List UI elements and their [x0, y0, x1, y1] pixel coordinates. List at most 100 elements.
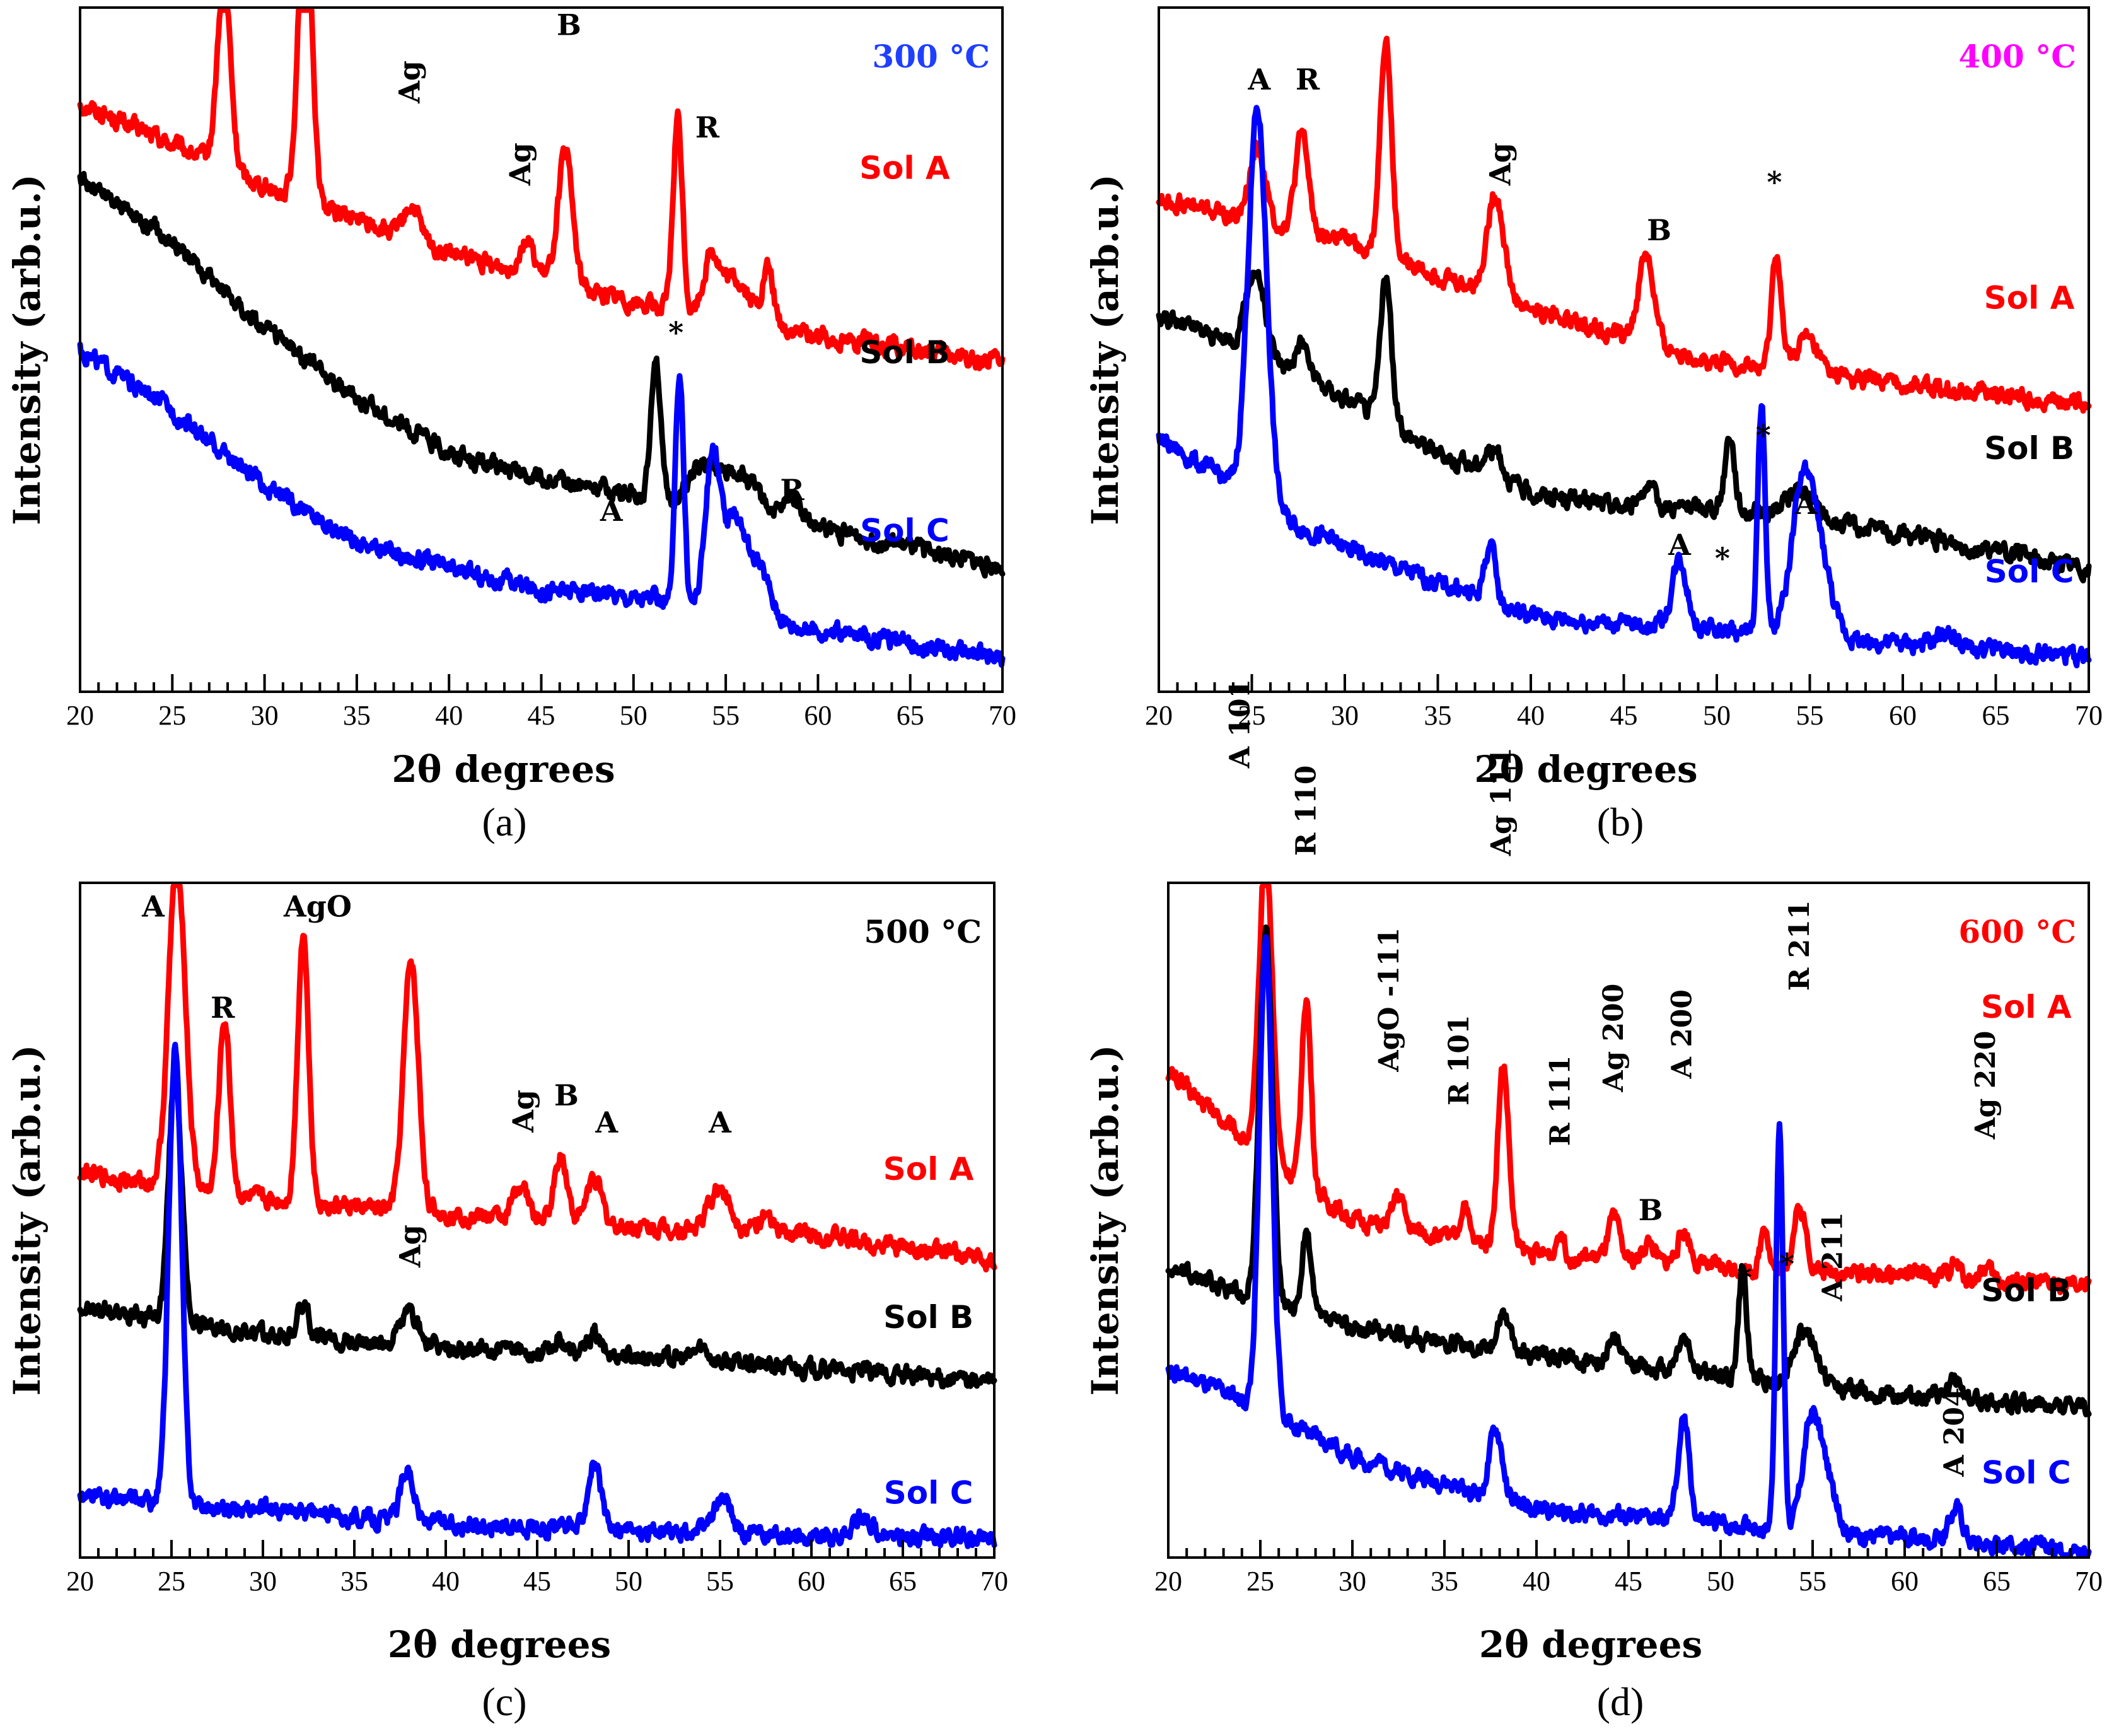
x-tick-label-b: 55: [1796, 700, 1824, 731]
series-label-a-sol-b: Sol B: [859, 334, 950, 371]
x-tick-label-b: 25: [1238, 700, 1266, 731]
x-axis-title-a: 2θ degrees: [392, 748, 615, 791]
x-tick-label-d: 50: [1707, 1566, 1734, 1597]
chart-panel-a: 20 25 30 35 40 45 50 55 60 65 70 2θ degrees Intensit…: [6, 6, 1016, 844]
series-line-a-sol-a: [77, 7, 1006, 371]
panel-caption-b: (b): [1597, 800, 1644, 844]
x-tick-label-b: 40: [1517, 700, 1545, 731]
peak-annotation-a: Ag: [392, 61, 426, 104]
peak-annotation-c: Ag: [506, 1090, 540, 1133]
peak-annotation-d: A 204: [1938, 1387, 1970, 1477]
x-tick-label-d: 55: [1799, 1566, 1827, 1597]
x-tick-label-c: 60: [798, 1566, 825, 1597]
x-tick-label-a: 20: [66, 700, 94, 731]
series-line-d-sol-a: [1165, 882, 2092, 1295]
x-tick-label-d: 25: [1246, 1566, 1274, 1597]
panel-caption-d: (d): [1597, 1679, 1644, 1724]
x-tick-label-a: 40: [435, 700, 463, 731]
x-tick-label-c: 55: [706, 1566, 734, 1597]
series-line-d-sol-c: [1165, 934, 2092, 1558]
series-label-d-sol-a: Sol A: [1981, 989, 2072, 1025]
temperature-label-c: 500 °C: [864, 913, 982, 950]
x-tick-label-b: 60: [1889, 700, 1917, 731]
series-label-a-sol-c: Sol C: [860, 512, 950, 549]
x-tick-label-d: 30: [1339, 1566, 1366, 1597]
peak-annotation-b: *: [1767, 165, 1782, 199]
peak-annotation-d: A 211: [1817, 1212, 1849, 1302]
peak-annotation-c: R: [211, 991, 235, 1025]
series-label-b-sol-b: Sol B: [1984, 430, 2074, 467]
series-line-a-sol-b: [77, 171, 1006, 579]
series-line-c-sol-c: [77, 1042, 997, 1549]
peak-annotation-d: A 101: [1224, 679, 1256, 769]
peak-annotation-a: Ag: [503, 143, 537, 186]
temperature-label-a: 300 °C: [872, 38, 990, 75]
peak-annotation-b: A: [1668, 528, 1692, 562]
peak-annotation-c: Ag: [393, 1225, 427, 1268]
x-tick-label-a: 35: [343, 700, 371, 731]
x-tick-label-b: 35: [1424, 700, 1452, 731]
x-tick-label-c: 30: [249, 1566, 277, 1597]
x-tick-label-d: 70: [2075, 1566, 2103, 1597]
x-axis-title-b: 2θ degrees: [1474, 748, 1697, 791]
peak-annotation-c: A: [141, 890, 165, 924]
series-label-c-sol-b: Sol B: [883, 1299, 973, 1336]
chart-panel-b: 20 25 30 35 40 45 50 55 60 65 70 2θ degrees Intensit…: [1084, 6, 2103, 844]
y-axis-title-b: Intensity (arb.u.): [1084, 174, 1127, 525]
x-tick-label-a: 30: [251, 700, 279, 731]
series-label-d-sol-b: Sol B: [1981, 1272, 2071, 1308]
series-line-b-sol-c: [1156, 105, 2092, 668]
y-axis-title-a: Intensity (arb.u.): [6, 174, 49, 525]
panel-caption-a: (a): [482, 800, 526, 844]
peak-annotation-b: *: [1756, 418, 1771, 452]
x-tick-label-d: 20: [1154, 1566, 1182, 1597]
peak-annotation-c: A: [595, 1105, 619, 1139]
x-tick-label-d: 65: [1983, 1566, 2011, 1597]
series-line-c-sol-a: [77, 882, 997, 1273]
series-label-c-sol-c: Sol C: [884, 1474, 973, 1511]
x-tick-label-c: 25: [158, 1566, 185, 1597]
x-tick-label-c: 35: [340, 1566, 368, 1597]
x-tick-label-b: 50: [1703, 700, 1731, 731]
peak-annotation-d: R 110: [1291, 765, 1323, 856]
x-tick-label-a: 50: [620, 700, 648, 731]
series-label-b-sol-c: Sol C: [1985, 553, 2074, 590]
peak-annotation-b: A: [1247, 62, 1271, 96]
x-tick-label-b: 65: [1982, 700, 2010, 731]
series-line-c-sol-b: [77, 1073, 997, 1390]
x-tick-label-d: 45: [1615, 1566, 1642, 1597]
x-tick-label-c: 45: [523, 1566, 551, 1597]
peak-annotation-d: R 211: [1784, 900, 1816, 991]
x-tick-label-b: 45: [1610, 700, 1638, 731]
x-tick-label-d: 35: [1431, 1566, 1458, 1597]
chart-panel-c: 20 25 30 35 40 45 50 55 60 65 70 2θ degrees Intensit…: [6, 882, 1008, 1724]
x-tick-label-d: 60: [1891, 1566, 1919, 1597]
series-line-d-sol-b: [1165, 924, 2092, 1418]
x-tick-label-c: 70: [980, 1566, 1008, 1597]
x-tick-label-a: 65: [897, 700, 924, 731]
peak-annotation-d: Ag 200: [1598, 984, 1630, 1093]
series-line-a-sol-c: [77, 341, 1006, 668]
panel-caption-c: (c): [482, 1679, 526, 1724]
x-tick-label-b: 20: [1145, 700, 1173, 731]
series-line-b-sol-b: [1156, 269, 2092, 584]
x-tick-label-d: 40: [1523, 1566, 1550, 1597]
x-tick-label-c: 65: [889, 1566, 917, 1597]
peak-annotation-b: *: [1715, 542, 1730, 576]
peak-annotation-d: B: [1639, 1193, 1663, 1227]
peak-annotation-b: B: [1647, 213, 1671, 247]
chart-panel-d: 20 25 30 35 40 45 50 55 60 65 70 2θ degrees Intensit…: [1084, 679, 2103, 1724]
series-label-b-sol-a: Sol A: [1984, 279, 2075, 316]
x-tick-label-c: 40: [432, 1566, 460, 1597]
temperature-label-b: 400 °C: [1958, 38, 2076, 75]
peak-annotation-a: R: [780, 473, 804, 507]
peak-annotation-b: A: [1794, 487, 1818, 521]
peak-annotation-d: R 101: [1443, 1015, 1475, 1105]
series-label-c-sol-a: Sol A: [883, 1151, 974, 1187]
x-tick-label-a: 70: [989, 700, 1016, 731]
series-label-d-sol-c: Sol C: [1982, 1454, 2071, 1491]
y-axis-title-c: Intensity (arb.u.): [6, 1045, 49, 1396]
x-tick-label-c: 50: [615, 1566, 642, 1597]
peak-annotation-d: *: [1779, 1247, 1794, 1281]
